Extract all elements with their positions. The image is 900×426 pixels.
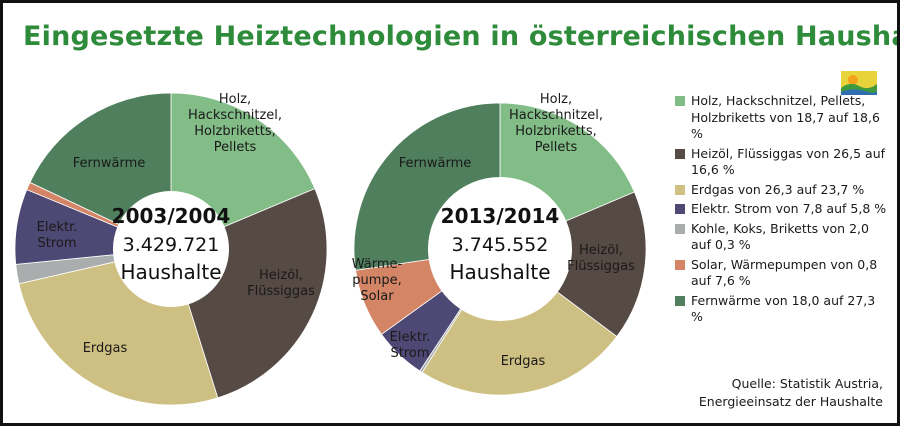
- slice-label-heizoel-2: Heizöl, Flüssiggas: [567, 243, 635, 274]
- slice-label-erdgas-2: Erdgas: [501, 354, 546, 369]
- slice-erdgas-2: [421, 248, 618, 396]
- slice-label-solar-2: Wärme-pumpe, Solar: [352, 257, 403, 304]
- slice-label-heizoel-1: Heizöl, Flüssiggas: [247, 268, 315, 299]
- legend-item-solar: Solar, Wärmepumpen von 0,8 auf 7,6 %: [675, 257, 890, 290]
- legend-label-holz: Holz, Hackschnitzel, Pellets, Holzbriket…: [691, 93, 880, 141]
- legend-swatch-fernwaerme: [675, 295, 685, 306]
- legend-item-erdgas: Erdgas von 26,3 auf 23,7 %: [675, 182, 890, 199]
- legend-swatch-heizoel: [675, 148, 685, 159]
- legend-swatch-strom: [675, 204, 685, 214]
- brand-logo-icon: [841, 71, 877, 95]
- donut-hole-2: [428, 177, 572, 321]
- legend-label-strom: Elektr. Strom von 7,8 auf 5,8 %: [691, 201, 887, 216]
- donut-hole-1: [113, 191, 229, 307]
- center-text-2-3: Haushalte: [449, 260, 550, 284]
- legend-item-heizoel: Heizöl, Flüssiggas von 26,5 auf 16,6 %: [675, 146, 890, 179]
- source-line-2: Energieeinsatz der Haushalte: [698, 394, 883, 409]
- slice-label-holz-2: Holz, Hackschnitzel, Holzbriketts, Pellets: [509, 92, 603, 155]
- legend-swatch-holz: [675, 96, 685, 106]
- center-text-2-2: 3.745.552: [452, 234, 549, 256]
- source-note: Quelle: Statistik Austria, Energieeinsat…: [699, 375, 883, 411]
- slice-label-erdgas-1: Erdgas: [83, 341, 128, 356]
- legend-item-kohle: Kohle, Koks, Briketts von 2,0 auf 0,3 %: [675, 221, 890, 254]
- slice-label-holz-1: Holz, Hackschnitzel, Holzbriketts, Pellets: [188, 92, 282, 155]
- legend-swatch-kohle: [675, 223, 685, 234]
- legend-swatch-solar: [675, 259, 685, 270]
- center-text-2-1: 2013/2014: [441, 204, 560, 228]
- chart-title: Eingesetzte Heiztechnologien in österrei…: [23, 21, 900, 52]
- legend-item-fernwaerme: Fernwärme von 18,0 auf 27,3 %: [675, 293, 890, 326]
- slice-label-fernwaerme-2: Fernwärme: [399, 156, 472, 171]
- legend: Holz, Hackschnitzel, Pellets, Holzbriket…: [675, 93, 890, 329]
- slice-heizoel-2: [499, 191, 647, 338]
- legend-label-solar: Solar, Wärmepumpen von 0,8 auf 7,6 %: [691, 256, 878, 289]
- donut-charts: Holz, Hackschnitzel, Holzbriketts, Pellets H…: [14, 92, 647, 406]
- slice-label-fernwaerme-1: Fernwärme: [73, 156, 146, 171]
- center-text-1-2: 3.429.721: [123, 234, 220, 256]
- legend-label-kohle: Kohle, Koks, Briketts von 2,0 auf 0,3 %: [691, 220, 869, 253]
- center-text-1-3: Haushalte: [120, 260, 221, 284]
- center-text-1-1: 2003/2004: [112, 204, 231, 228]
- legend-label-heizoel: Heizöl, Flüssiggas von 26,5 auf 16,6 %: [691, 145, 886, 178]
- legend-swatch-erdgas: [675, 184, 685, 195]
- legend-item-strom: Elektr. Strom von 7,8 auf 5,8 %: [675, 201, 890, 218]
- legend-label-fernwaerme: Fernwärme von 18,0 auf 27,3 %: [691, 292, 876, 325]
- legend-label-erdgas: Erdgas von 26,3 auf 23,7 %: [691, 181, 865, 197]
- slice-label-strom-2: Elektr. Strom: [390, 330, 431, 361]
- legend-item-holz: Holz, Hackschnitzel, Pellets, Holzbriket…: [675, 93, 890, 143]
- source-line-1: Quelle: Statistik Austria,: [731, 376, 883, 391]
- slice-label-strom-1: Elektr. Strom: [37, 220, 78, 251]
